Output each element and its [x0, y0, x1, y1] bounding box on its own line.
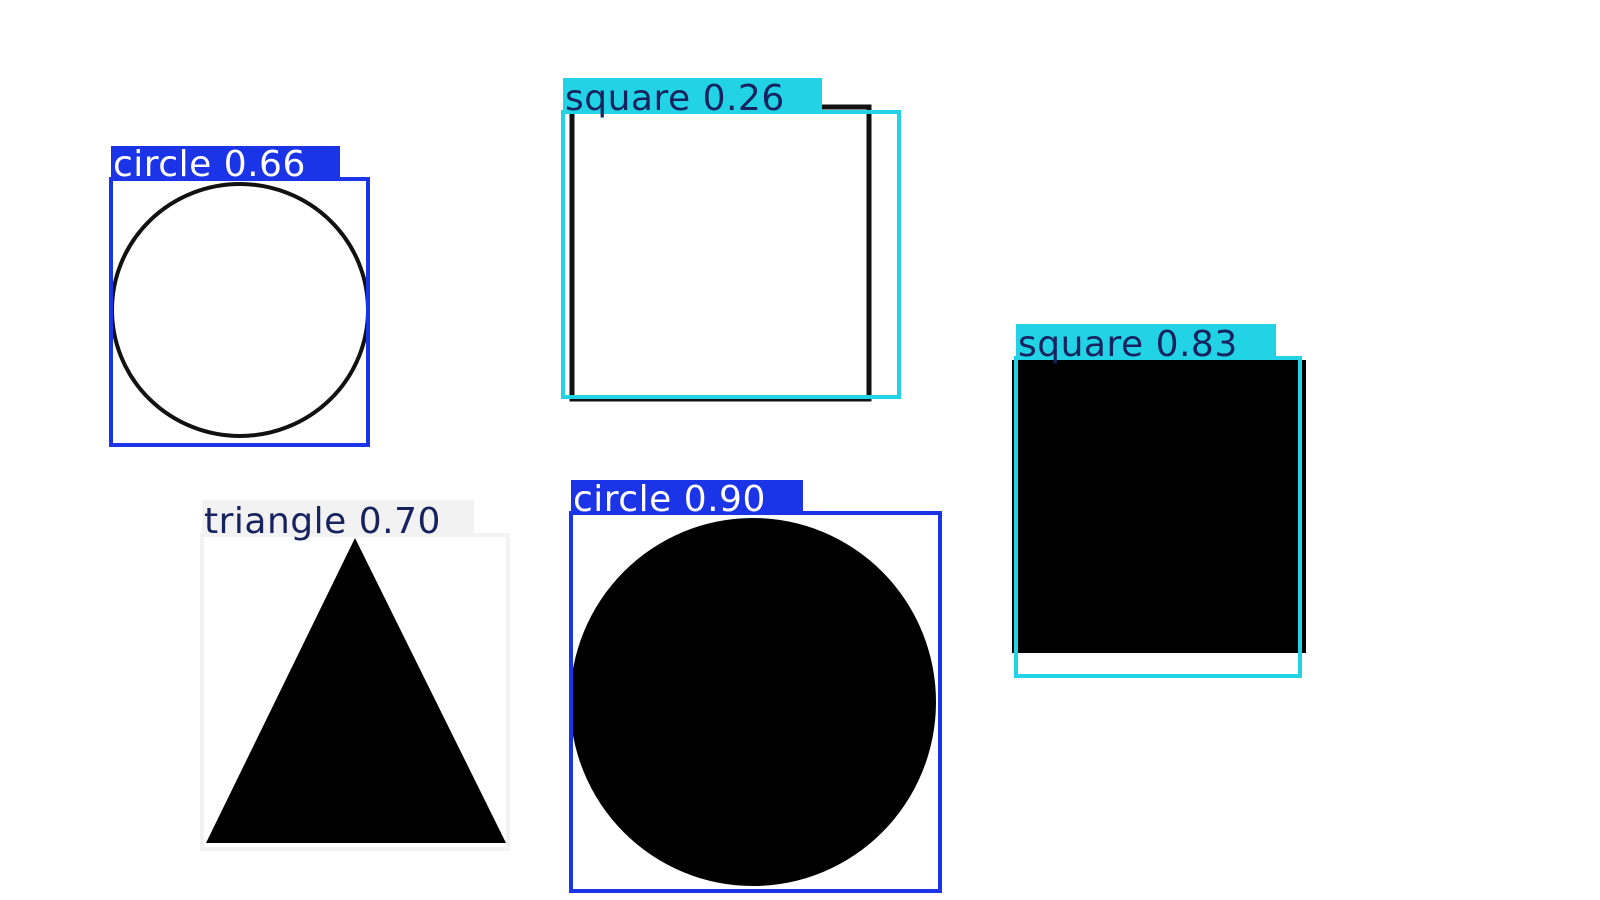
detection-label: circle 0.66	[113, 144, 306, 185]
label-background	[202, 500, 474, 537]
detection-label: circle 0.90	[573, 479, 766, 520]
detection-triangle-070[interactable]: triangle 0.70	[200, 500, 510, 851]
detection-label: square 0.26	[565, 78, 785, 119]
label-background	[571, 480, 803, 515]
detection-label: square 0.83	[1018, 324, 1238, 365]
filled-circle-shape	[570, 518, 936, 886]
filled-triangle-shape	[206, 538, 506, 843]
label-background	[111, 146, 340, 180]
label-background	[563, 78, 822, 114]
detection-square-026[interactable]: square 0.26	[561, 78, 901, 399]
label-background	[1016, 324, 1276, 360]
outlined-square-shape	[569, 104, 872, 402]
filled-square-shape	[1012, 360, 1306, 653]
detection-circle-066[interactable]: circle 0.66	[109, 144, 370, 447]
detection-label: triangle 0.70	[204, 501, 441, 542]
detection-square-083[interactable]: square 0.83	[1014, 324, 1302, 678]
outlined-circle-shape	[110, 182, 370, 438]
detection-layer: circle 0.66 square 0.26 square 0.83 tria…	[109, 78, 1302, 893]
detection-circle-090[interactable]: circle 0.90	[569, 479, 942, 893]
shape-layer	[110, 104, 1306, 886]
